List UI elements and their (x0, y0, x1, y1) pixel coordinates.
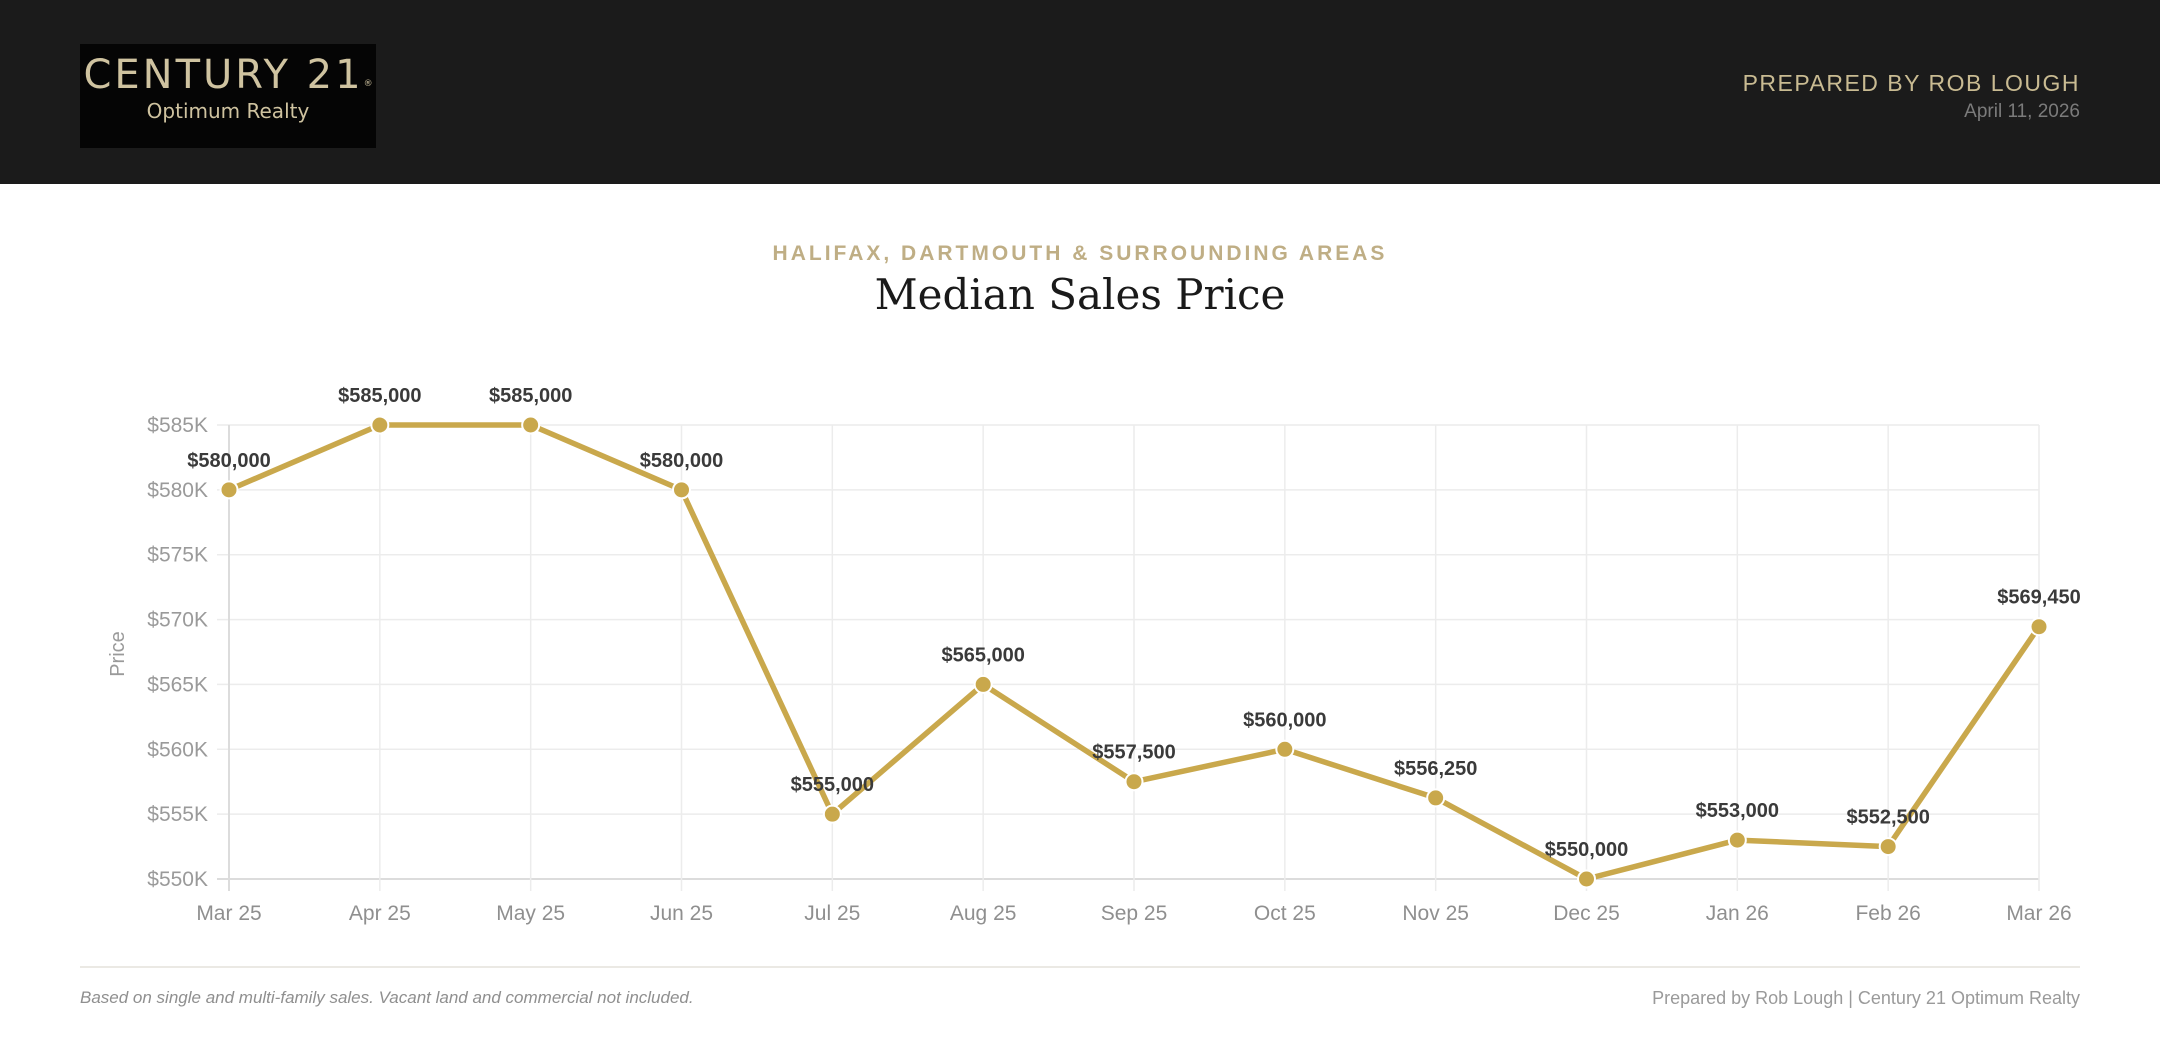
data-point-label: $569,450 (1997, 587, 2080, 609)
report-date: April 11, 2026 (1964, 101, 2080, 122)
data-point-label: $556,250 (1394, 758, 1477, 780)
x-axis: Mar 25 Apr 25 May 25 Jun 25 Jul 25 Aug 25 Sep … (196, 902, 2071, 925)
y-tick-label: $585K (147, 414, 208, 437)
y-tick-label: $555K (147, 803, 208, 826)
x-tick-label: Feb 26 (1855, 902, 1920, 925)
x-tick-label: Apr 25 (349, 902, 411, 925)
x-tick-label: Aug 25 (950, 902, 1017, 925)
century21-logo: CENTURY 21® Optimum Realty (80, 44, 376, 148)
logo-brand-text: CENTURY 21 (83, 52, 364, 98)
x-tick-label: Mar 26 (2006, 902, 2071, 925)
x-tick-label: Mar 25 (196, 902, 261, 925)
prepared-by-label: PREPARED BY ROB LOUGH (1742, 70, 2080, 96)
data-point-marker (2029, 617, 2049, 637)
x-tick-label: Nov 25 (1402, 902, 1469, 925)
x-tick-label: Oct 25 (1254, 902, 1316, 925)
x-tick-label: May 25 (496, 902, 565, 925)
data-point-marker (219, 480, 239, 500)
data-point-marker (672, 480, 691, 500)
data-point-marker (1124, 772, 1144, 792)
data-point-label: $560,000 (1243, 709, 1326, 731)
data-point-label: $580,000 (187, 450, 270, 472)
data-point-marker (521, 415, 541, 435)
y-tick-label: $580K (147, 479, 208, 502)
y-tick-label: $550K (147, 868, 208, 891)
data-labels: $580,000 $585,000 $585,000 $580,000 $555,000… (187, 385, 2080, 861)
data-point-marker (1275, 739, 1295, 759)
data-point-marker (1878, 837, 1898, 857)
data-point-label: $585,000 (489, 385, 572, 407)
data-point-label: $553,000 (1696, 800, 1779, 822)
x-tick-label: Sep 25 (1101, 902, 1168, 925)
data-point-label: $550,000 (1545, 839, 1628, 861)
methodology-note: Based on single and multi-family sales. … (80, 988, 694, 1007)
data-point-marker (1426, 788, 1446, 808)
data-point-marker (822, 804, 842, 824)
logo-wordmark: CENTURY 21® (80, 52, 376, 98)
logo-office-name: Optimum Realty (146, 99, 310, 123)
x-tick-label: Dec 25 (1553, 902, 1620, 925)
chart-title: Median Sales Price (874, 270, 1286, 319)
data-point-label: $565,000 (941, 644, 1024, 666)
region-subtitle: HALIFAX, DARTMOUTH & SURROUNDING AREAS (772, 242, 1388, 265)
x-tick-label: Jan 26 (1706, 902, 1769, 925)
y-axis: $550K $555K $560K $565K $570K $575K $580K $585K (147, 414, 208, 891)
price-series (219, 415, 2049, 889)
data-point-label: $555,000 (791, 774, 874, 796)
y-tick-label: $565K (147, 673, 208, 696)
data-point-label: $552,500 (1846, 807, 1929, 829)
y-tick-label: $560K (147, 738, 208, 761)
y-tick-label: $570K (147, 609, 208, 632)
data-point-marker (370, 415, 390, 435)
y-tick-label: $575K (147, 544, 208, 567)
footer-divider (80, 966, 2080, 968)
report-header: CENTURY 21® Optimum Realty PREPARED BY R… (0, 0, 2160, 184)
data-point-marker (1577, 869, 1596, 889)
footer-credit: Prepared by Rob Lough | Century 21 Optim… (1652, 988, 2080, 1008)
x-tick-label: Jun 25 (650, 902, 713, 925)
data-point-marker (973, 674, 993, 694)
registered-mark-icon: ® (363, 79, 373, 89)
data-point-marker (1727, 830, 1747, 850)
data-point-label: $585,000 (338, 385, 421, 407)
x-tick-label: Jul 25 (804, 902, 860, 925)
data-point-label: $557,500 (1092, 742, 1175, 764)
data-point-label: $580,000 (640, 450, 723, 472)
y-axis-title: Price (107, 631, 129, 677)
